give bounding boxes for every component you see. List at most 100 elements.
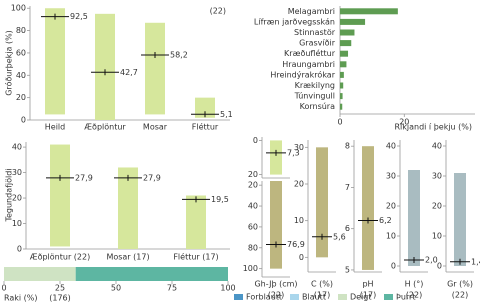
range-bar [95,13,115,120]
value-label: 2,0 [425,256,438,265]
category-label: Grasvíðir [299,39,336,48]
value-label: 76,9 [287,240,305,249]
y-tick-label: 6 [345,224,350,233]
y-axis-label: Tegundafjöldi [5,168,14,222]
value-label: 5,1 [220,110,233,119]
category-label: Kræðufléttur [284,48,336,58]
bar [340,103,343,110]
legend-swatch [234,294,243,300]
legend-label: Forblautt [246,293,282,302]
annotation: (22) [406,291,422,300]
x-tick-label: 100 [220,284,235,293]
y-tick-label: 10 [294,216,304,225]
y-tick-label: 30 [432,172,442,181]
x-axis-label: Gh-Jþ (cm) [254,280,297,289]
bar [340,18,366,25]
category-label: Melagambri [288,7,335,16]
legend-label: Blautt [302,293,326,302]
y-tick-label: 40 [386,142,396,151]
range-bar [316,147,328,258]
category-label: Æðplöntur (22) [30,253,90,262]
x-tick-label: 0 [337,118,342,127]
category-label: Æðplöntur [84,123,126,132]
y-tick-label: 5 [345,265,350,274]
y-tick-label: 20 [12,194,22,203]
y-tick-label: 7 [345,183,350,192]
y-tick-label: 0 [391,262,396,271]
value-label: 92,5 [70,12,88,21]
category-label: Mosar (17) [106,253,149,262]
range-bar [408,170,420,266]
x-tick-label: 75 [167,284,177,293]
value-label: 6,2 [379,216,392,225]
y-tick-label: 8 [345,142,350,151]
category-label: Mosar [143,123,168,132]
value-label: 42,7 [120,68,138,77]
bar [340,93,343,100]
bar [340,29,355,36]
y-tick-label: 100 [11,4,26,13]
range-bar [454,173,466,266]
bar [340,40,352,47]
bar [340,82,344,89]
x-tick-label: 20 [399,118,409,127]
y-tick-label: 20 [248,170,258,179]
x-tick-label: 25 [55,284,65,293]
value-label: 5,6 [333,232,346,241]
y-tick-label: 20 [16,93,26,102]
annotation: (17) [360,291,376,300]
value-label: 27,9 [143,173,161,182]
y-tick-label: 10 [12,219,22,228]
category-label: Túnvingull [294,92,335,101]
range-bar [362,146,374,270]
y-tick-label: 40 [248,202,258,211]
y-tick-label: 40 [16,71,26,80]
category-label: Fléttur (17) [173,252,218,262]
y-tick-label: 40 [12,143,22,152]
axis-label: Raki (%) [4,294,38,303]
range-bar [145,22,165,115]
y-tick-label: 60 [16,48,26,57]
y-tick-label: 80 [248,243,258,252]
y-tick-label: 0 [299,253,304,262]
bar [340,71,344,78]
y-tick-label: 10 [432,232,442,241]
x-axis-label: H (°) [405,280,424,289]
segment [75,267,229,281]
range-bar [270,181,282,269]
legend-label: Deigt [350,293,372,302]
value-label: 7,3 [287,148,300,157]
value-label: 19,5 [211,195,229,204]
y-axis-label: Gróðurþekja (%) [4,30,14,96]
value-label: 58,2 [170,50,188,59]
y-tick-label: 60 [248,222,258,231]
category-label: Krækilyng [295,81,335,90]
annotation: (22) [210,7,226,16]
legend-label: Þurrt [396,293,415,302]
category-label: Lífræn jarðvegsskán [254,17,335,26]
y-tick-label: 40 [432,142,442,151]
y-tick-label: 0 [21,116,26,125]
x-axis-label: Gr (%) [447,280,473,289]
annotation: (176) [49,294,71,303]
x-tick-label: 0 [1,284,6,293]
y-tick-label: 30 [294,143,304,152]
range-bar [195,97,215,118]
y-tick-label: 0 [437,262,442,271]
legend-swatch [384,294,393,300]
range-bar [45,8,65,115]
range-bar [50,144,70,247]
x-tick-label: 50 [111,284,121,293]
y-tick-label: 20 [248,181,258,190]
category-label: Stinnastör [294,28,336,37]
y-tick-label: 10 [386,232,396,241]
y-tick-label: 30 [12,168,22,177]
bar [340,8,398,15]
category-label: Fléttur [192,122,219,132]
annotation: (22) [268,291,284,300]
y-tick-label: 20 [386,202,396,211]
segment [4,267,76,281]
annotation: (22) [452,291,468,300]
range-bar [270,140,282,175]
